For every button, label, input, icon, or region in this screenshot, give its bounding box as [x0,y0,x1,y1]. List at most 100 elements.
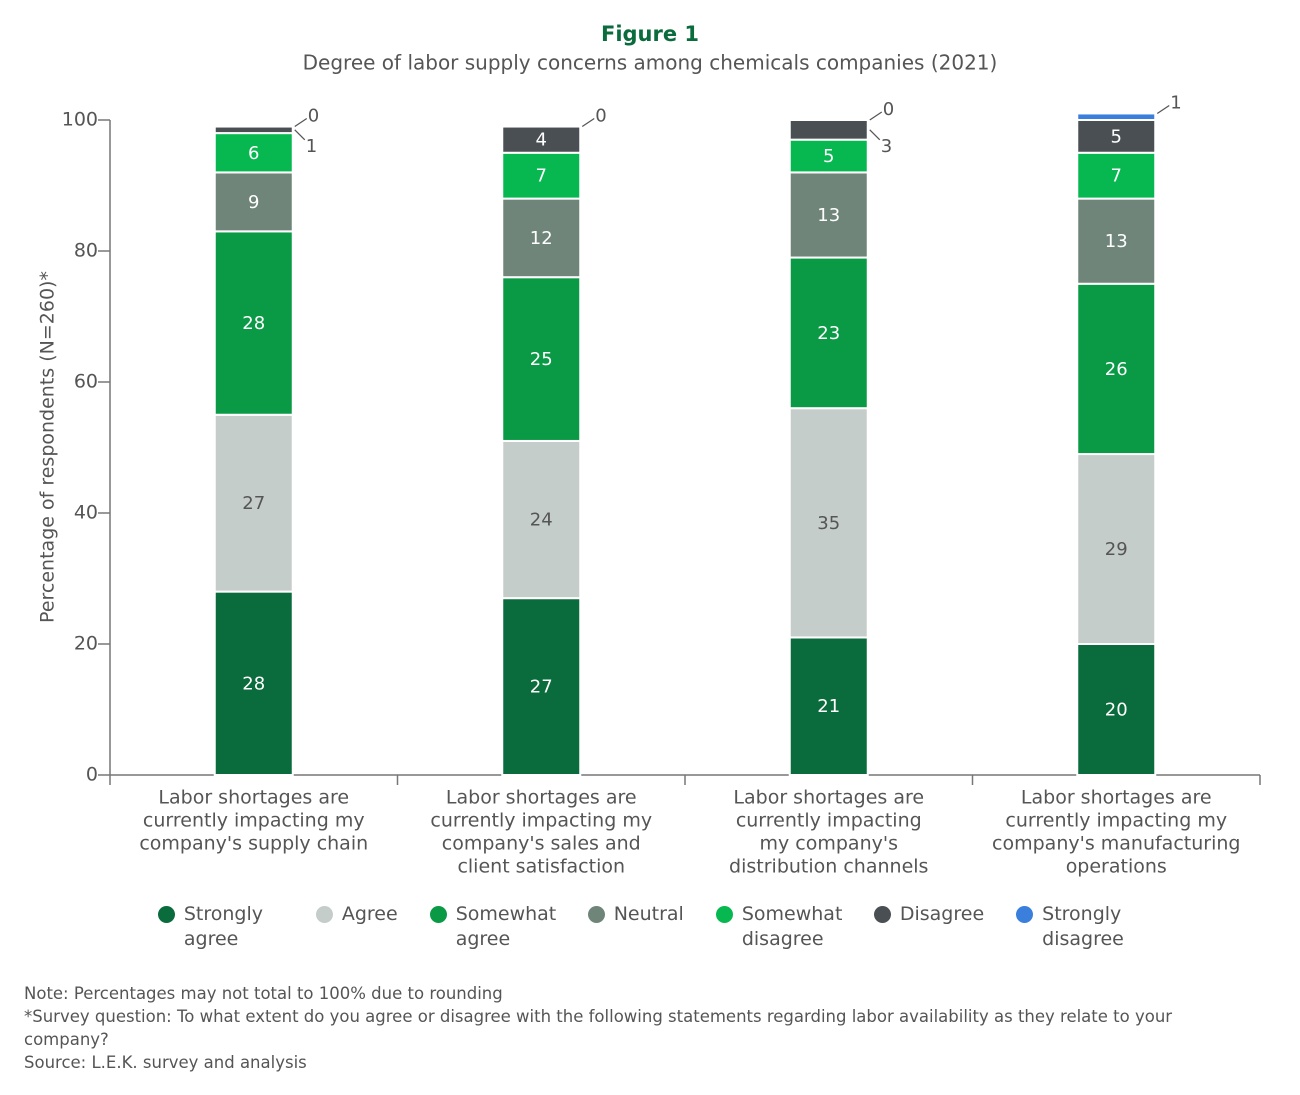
legend-label: Strongly agree [183,903,264,950]
leader-line [581,118,595,128]
y-tick-label: 40 [74,502,98,524]
x-tick-label: my company's [760,833,898,855]
data-label: 1 [306,136,317,157]
data-label: 5 [823,146,834,167]
legend-swatch [315,906,333,923]
data-label: 7 [1111,166,1122,187]
data-label: 5 [1111,126,1122,147]
bar-segment [1076,197,1157,285]
data-label: 13 [817,205,840,226]
data-label: 9 [248,192,259,213]
y-tick-label: 20 [74,633,98,655]
bar-segment [1076,119,1157,154]
legend-swatch [873,906,891,923]
x-tick-label: company's supply chain [139,833,368,855]
legend-item: Somewhat agree [429,902,557,952]
legend-label: Disagree [899,903,985,925]
x-tick-label: company's sales and [442,833,641,855]
legend: Strongly agree Agree Somewhat agree Neutral… [0,902,1300,952]
notes: Note: Percentages may not total to 100% … [24,982,1244,1074]
data-label: 3 [881,136,892,157]
bar-segment [213,171,294,233]
legend-swatch [157,906,175,923]
x-tick-label: currently impacting my [430,810,652,832]
data-label: 23 [817,323,840,344]
y-tick-label: 60 [74,371,98,393]
x-tick-label: Labor shortages are [1021,787,1212,809]
data-label: 7 [536,166,547,187]
legend-label: Somewhat disagree [741,903,843,950]
y-tick-label: 100 [62,109,98,131]
x-tick-label: Labor shortages are [158,787,349,809]
x-tick-label: currently impacting my [143,810,365,832]
bar-segment [788,407,869,639]
x-tick-label: currently impacting [736,810,922,832]
data-label: 1 [1170,92,1181,113]
y-tick-label: 80 [74,240,98,262]
bar-segment [501,125,582,154]
leader-line [294,118,308,128]
leader-line [1156,104,1170,114]
bar-segment [213,132,294,174]
data-label: 35 [817,513,840,534]
x-tick-label: Labor shortages are [733,787,924,809]
bar-segment [501,439,582,600]
legend-item: Agree [315,902,398,952]
data-label: 25 [530,349,553,370]
data-label: 0 [308,106,319,127]
bar-segment [788,119,869,141]
bar-segment [788,256,869,410]
chart-subtitle: Degree of labor supply concerns among ch… [303,51,998,75]
data-label: 29 [1105,539,1128,560]
y-tick-label: 0 [86,764,98,786]
data-label: 28 [242,673,265,694]
x-tick-label: operations [1066,856,1167,878]
legend-swatch [715,906,733,923]
chart-title: Figure 1 [601,22,699,46]
bar-segment [1076,112,1157,121]
legend-item: Strongly agree [157,902,284,952]
data-label: 21 [817,696,840,717]
y-axis-label: Percentage of respondents (N=260)* [37,271,59,623]
bar-segment [1076,643,1157,776]
bar-segment [213,125,294,135]
bar-segment [1076,151,1157,200]
legend-swatch [429,906,447,923]
chart: Figure 1 Degree of labor supply concerns… [37,22,1261,878]
x-tick-label: distribution channels [729,856,928,878]
data-label: 27 [530,677,553,698]
data-label: 28 [242,313,265,334]
bar-segment [501,597,582,777]
bar-segment [501,151,582,200]
legend-swatch [587,906,605,923]
x-tick-label: company's manufacturing [992,833,1240,855]
bar-segment [501,197,582,279]
legend-label: Somewhat agree [455,903,557,950]
bar-segment [788,138,869,174]
x-tick-label: client satisfaction [457,856,625,878]
data-label: 6 [248,143,259,164]
x-tick-label: currently impacting my [1005,810,1227,832]
bar-segment [213,590,294,776]
data-label: 26 [1105,359,1128,380]
legend-label: Strongly disagree [1042,903,1124,950]
legend-item: Disagree [873,902,985,952]
legend-label: Neutral [613,903,684,925]
legend-item: Somewhat disagree [715,902,843,952]
bar-segment [213,413,294,593]
bar-segment [1076,453,1157,645]
legend-label: Agree [341,903,398,925]
bar-segment [213,230,294,416]
x-tick-label: Labor shortages are [446,787,637,809]
data-label: 0 [595,106,606,127]
bar-segment [788,171,869,259]
data-label: 12 [530,228,553,249]
bar-segment [788,636,869,777]
data-label: 20 [1105,700,1128,721]
leader-line [294,129,306,141]
data-label: 24 [530,510,553,531]
note: Note: Percentages may not total to 100% … [24,984,503,1003]
data-label: 27 [242,493,265,514]
leader-line [869,111,883,121]
